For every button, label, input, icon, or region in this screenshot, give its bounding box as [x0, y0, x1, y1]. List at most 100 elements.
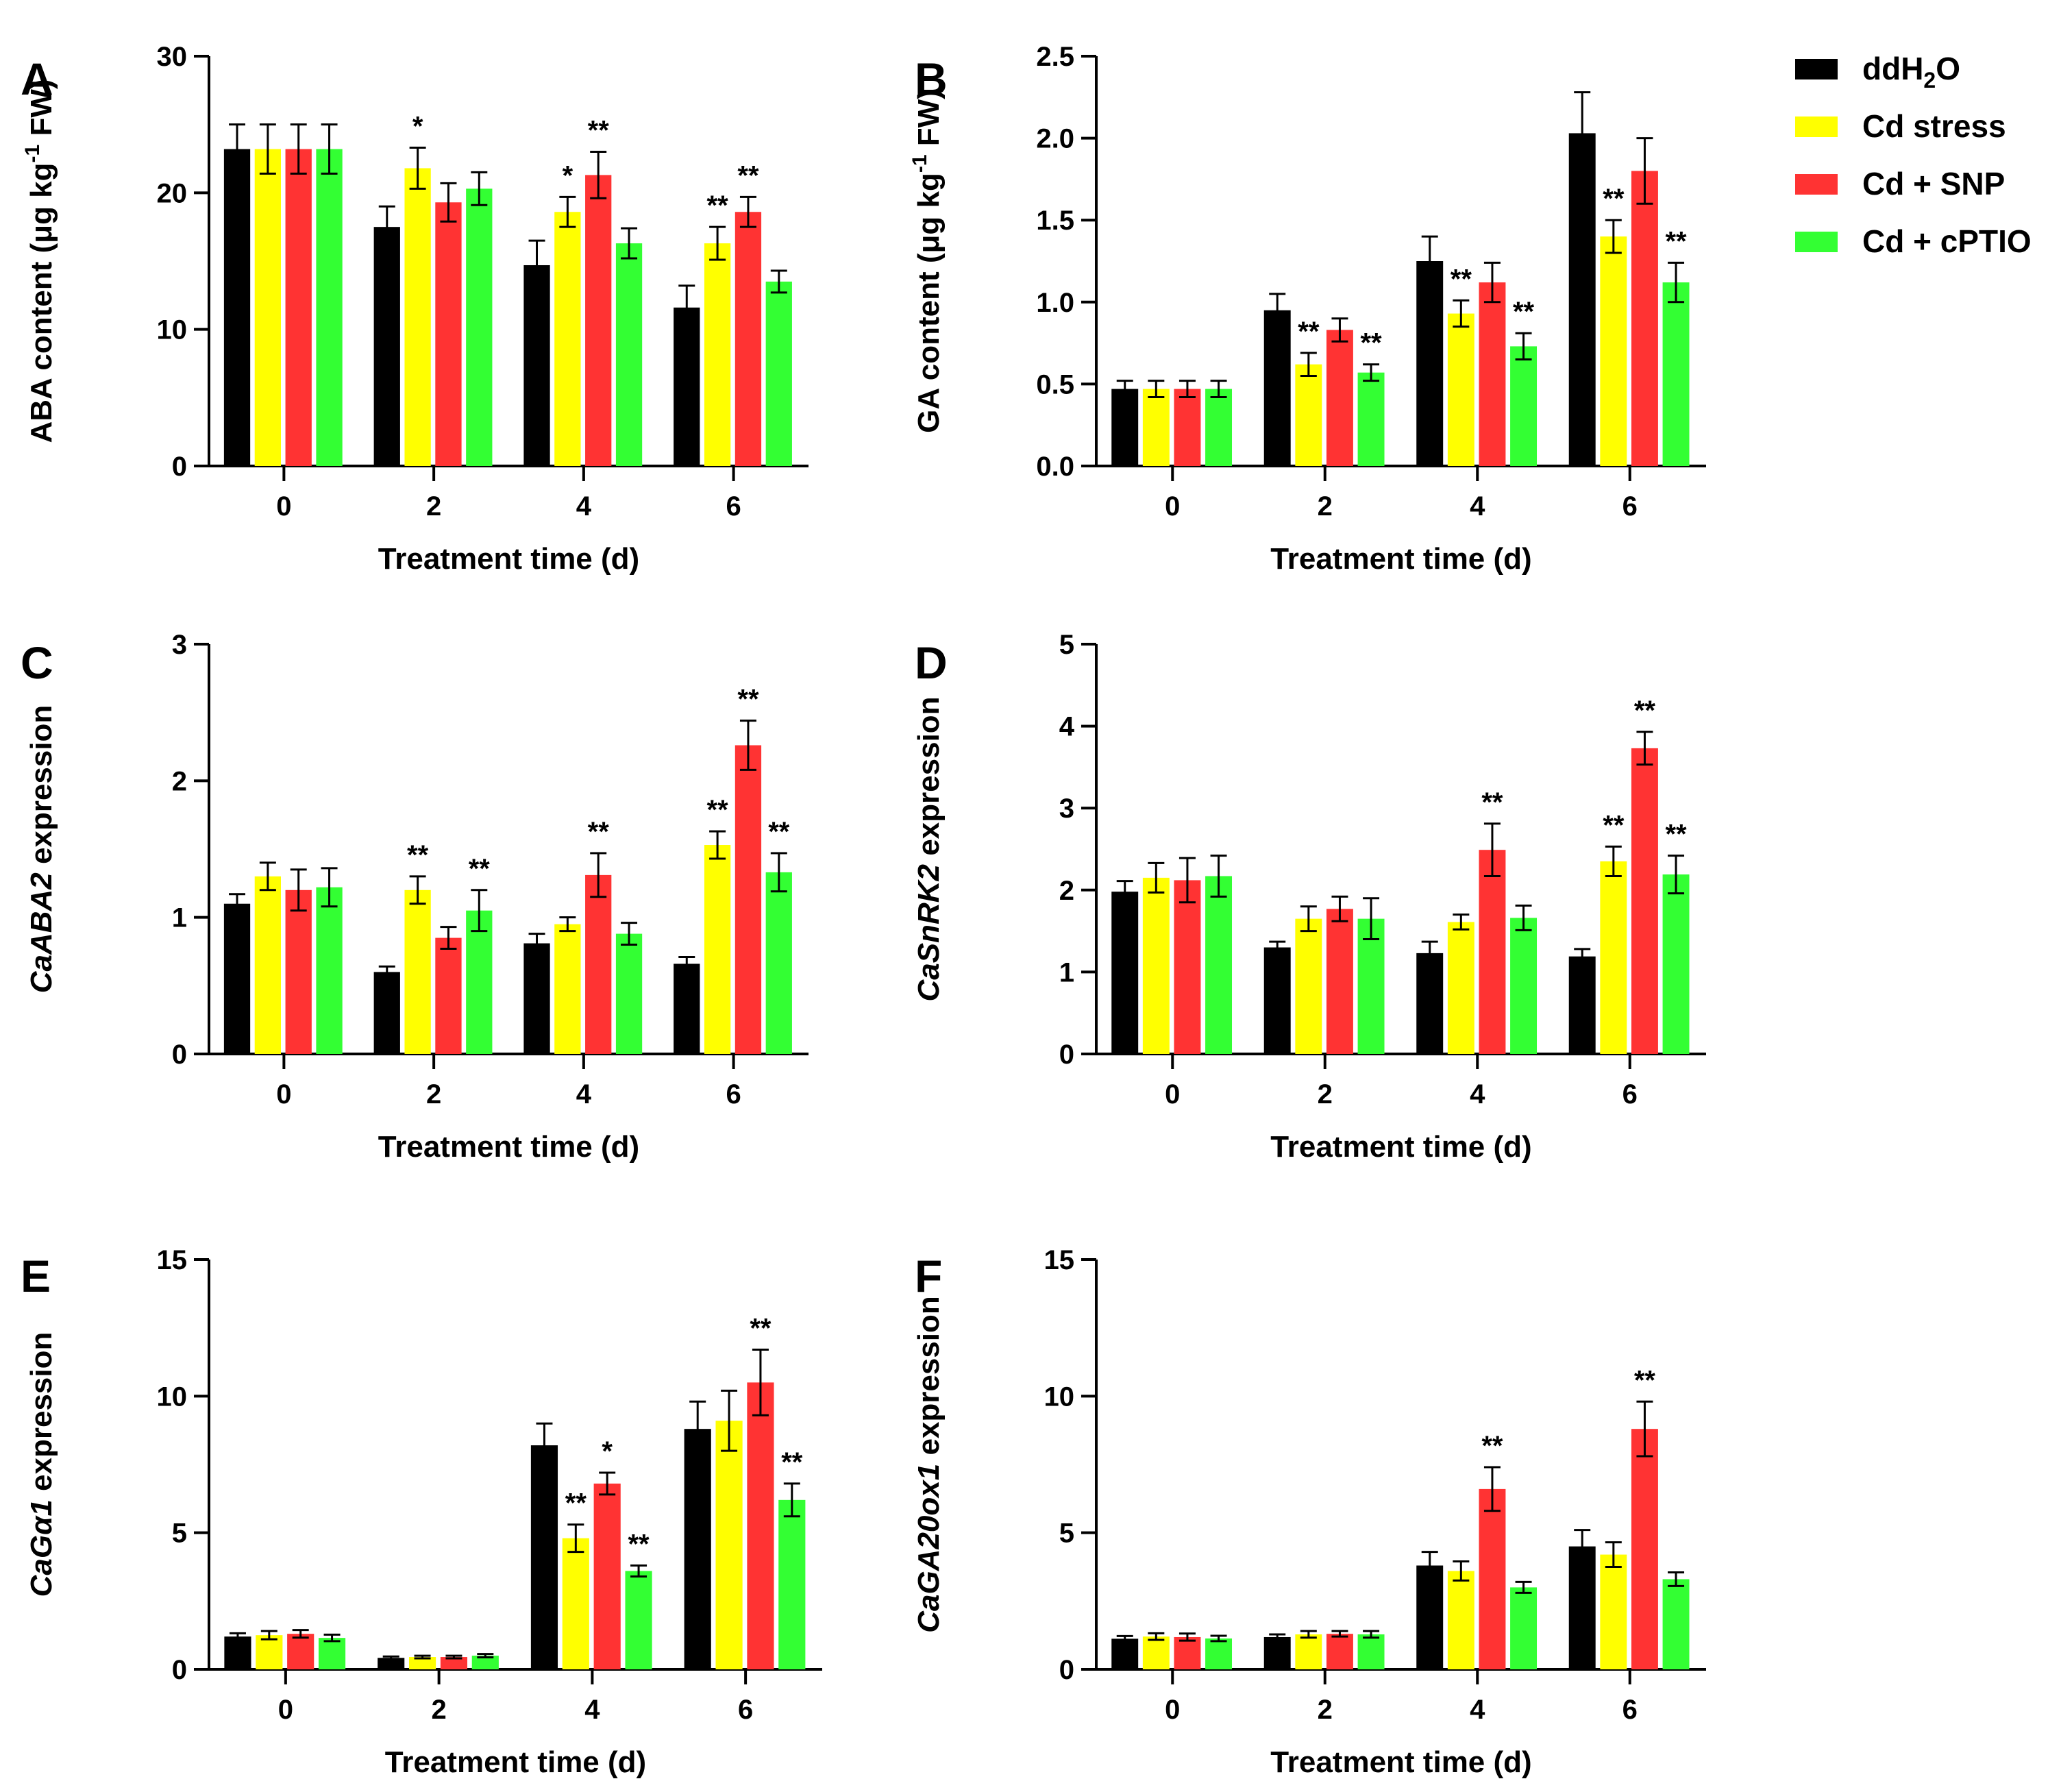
bar [554, 924, 581, 1054]
x-tick-label: 2 [426, 491, 441, 521]
y-tick-label: 0 [172, 1040, 187, 1070]
y-axis-title-main: CaABA2 [25, 872, 58, 994]
y-tick-label: 1.5 [1036, 206, 1074, 236]
bar [1662, 282, 1690, 466]
x-tick-label: 0 [1165, 1695, 1180, 1725]
significance-mark: * [563, 160, 573, 191]
bar [316, 887, 343, 1054]
x-tick-label: 4 [576, 1079, 592, 1109]
y-tick-label: 1 [172, 903, 187, 933]
significance-mark: ** [1603, 810, 1625, 840]
bar [378, 1658, 405, 1669]
y-tick-label: 2 [1059, 876, 1074, 906]
bar [435, 202, 462, 466]
significance-mark: ** [469, 854, 491, 884]
bar [523, 943, 550, 1054]
bar [1479, 282, 1506, 466]
bar [404, 168, 431, 466]
x-tick-label: 6 [726, 491, 741, 521]
legend: ddH2O Cd stress Cd + SNP Cd + cPTIO [1795, 51, 2032, 259]
bar [1111, 1638, 1139, 1669]
significance-mark: ** [1481, 1431, 1503, 1461]
panel-letter: E [21, 1251, 51, 1301]
panel-letter: A [21, 53, 53, 104]
x-tick-label: 0 [276, 491, 291, 521]
legend-swatch [1795, 232, 1838, 252]
bar [316, 149, 343, 466]
bar [1142, 1636, 1170, 1669]
bar [715, 1421, 743, 1669]
significance-mark: ** [707, 191, 729, 221]
y-tick-label: 20 [157, 178, 188, 208]
y-tick-label: 15 [1044, 1245, 1075, 1275]
significance-mark: ** [1603, 184, 1625, 214]
bar [735, 745, 762, 1054]
bar [256, 1635, 283, 1669]
y-tick-label: 3 [1059, 794, 1074, 824]
bar [223, 149, 251, 466]
significance-mark: ** [1513, 297, 1535, 327]
bar [1416, 953, 1444, 1054]
bar [615, 933, 643, 1054]
bar [1295, 1634, 1322, 1669]
bar [285, 889, 312, 1054]
bar [466, 910, 493, 1054]
y-axis-title: GA content (μg kg-1 FW) [909, 89, 946, 433]
y-axis-title: CaGA20ox1 expression [912, 1296, 946, 1633]
bar [1568, 1546, 1596, 1669]
bar [1416, 1565, 1444, 1669]
bar [1416, 261, 1444, 466]
bar [615, 243, 643, 466]
bar [1205, 1638, 1233, 1669]
bar [1174, 389, 1201, 466]
y-axis-title: ABA content (μg kg-1 FW) [21, 79, 58, 443]
x-axis-title: Treatment time (d) [385, 1745, 646, 1779]
x-tick-label: 6 [1622, 1695, 1638, 1725]
panel-b: B 0.0 0.5 1.0 1.5 2.0 2.5 GA content (μg kg-1 F… [909, 42, 1706, 576]
x-axis-title: Treatment time (d) [1270, 1745, 1531, 1779]
significance-mark: ** [628, 1530, 650, 1560]
bar [704, 243, 731, 466]
y-tick-label: 4 [1059, 712, 1075, 742]
x-tick-label: 4 [576, 491, 592, 521]
y-tick-label: 0.5 [1036, 369, 1074, 400]
bar [1326, 909, 1353, 1054]
bar [285, 149, 312, 466]
y-tick-label: 5 [1059, 1519, 1074, 1549]
legend-label: Cd + cPTIO [1862, 223, 2032, 259]
x-axis-title: Treatment time (d) [378, 1130, 639, 1164]
y-tick-label: 5 [1059, 630, 1074, 660]
bar [440, 1657, 468, 1669]
legend-swatch [1795, 59, 1838, 79]
legend-label: Cd + SNP [1862, 166, 2005, 201]
bar [684, 1429, 711, 1669]
bar [735, 212, 762, 466]
legend-swatch [1795, 174, 1838, 195]
bar [223, 903, 251, 1054]
y-axis-title: CaSnRK2 expression [912, 696, 946, 1001]
bar [1447, 313, 1474, 466]
y-tick-label: 0 [1059, 1655, 1074, 1685]
bar [1263, 310, 1291, 466]
y-axis-title-sup: -1 [909, 154, 931, 173]
bar [1142, 877, 1170, 1054]
bar [1479, 1488, 1506, 1669]
legend-label-tail: O [1936, 51, 1960, 86]
legend-label-main: ddH [1862, 51, 1923, 86]
x-tick-label: 0 [1165, 491, 1180, 521]
significance-mark: ** [1298, 317, 1320, 347]
legend-label-sub: 2 [1923, 68, 1936, 93]
significance-mark: ** [588, 817, 610, 847]
significance-mark: ** [768, 817, 790, 847]
y-tick-label: 10 [157, 1382, 188, 1412]
bar [674, 963, 700, 1054]
bar [1479, 850, 1506, 1054]
y-tick-label: 15 [157, 1245, 188, 1275]
panel-letter: F [915, 1251, 942, 1301]
bar [318, 1638, 346, 1669]
y-axis-title-main: ABA content (μg kg [25, 162, 58, 443]
x-tick-label: 6 [1622, 1079, 1638, 1109]
panel-d: D 0 1 2 3 4 5 CaSnRK2 expression 0 2 4 ** 6 ** ** ** Tre… [912, 630, 1706, 1164]
x-tick-label: 0 [278, 1695, 293, 1725]
